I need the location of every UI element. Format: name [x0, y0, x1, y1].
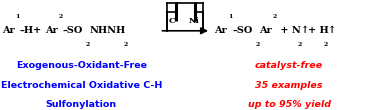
Text: + H: + H	[308, 26, 329, 35]
Text: 1: 1	[228, 14, 232, 19]
Text: Ar: Ar	[45, 26, 57, 35]
Text: 2: 2	[273, 14, 277, 19]
Text: up to 95% yield: up to 95% yield	[248, 100, 331, 109]
Text: Electrochemical Oxidative C-H: Electrochemical Oxidative C-H	[1, 81, 162, 90]
Text: 35 examples: 35 examples	[256, 81, 323, 90]
Text: –SO: –SO	[232, 26, 253, 35]
Text: 2: 2	[255, 41, 259, 47]
Text: 2: 2	[58, 14, 62, 19]
Text: –SO: –SO	[62, 26, 83, 35]
Text: 2: 2	[85, 41, 90, 47]
Text: +: +	[33, 26, 41, 35]
Text: Ni: Ni	[189, 17, 200, 25]
Text: 2: 2	[297, 41, 302, 47]
Text: catalyst-free: catalyst-free	[255, 61, 323, 71]
Text: 2: 2	[123, 41, 127, 47]
Text: –H: –H	[20, 26, 34, 35]
Text: NHNH: NHNH	[89, 26, 125, 35]
Text: Ar: Ar	[259, 26, 272, 35]
Text: Exogenous-Oxidant-Free: Exogenous-Oxidant-Free	[16, 61, 147, 71]
Text: 1: 1	[15, 14, 20, 19]
Text: ↑: ↑	[301, 26, 309, 35]
Text: C: C	[169, 17, 176, 25]
Text: Sulfonylation: Sulfonylation	[46, 100, 117, 109]
Text: ↑: ↑	[328, 26, 336, 35]
Text: + N: + N	[277, 26, 301, 35]
Text: 2: 2	[324, 41, 328, 47]
Text: Ar: Ar	[2, 26, 15, 35]
Text: Ar: Ar	[214, 26, 227, 35]
